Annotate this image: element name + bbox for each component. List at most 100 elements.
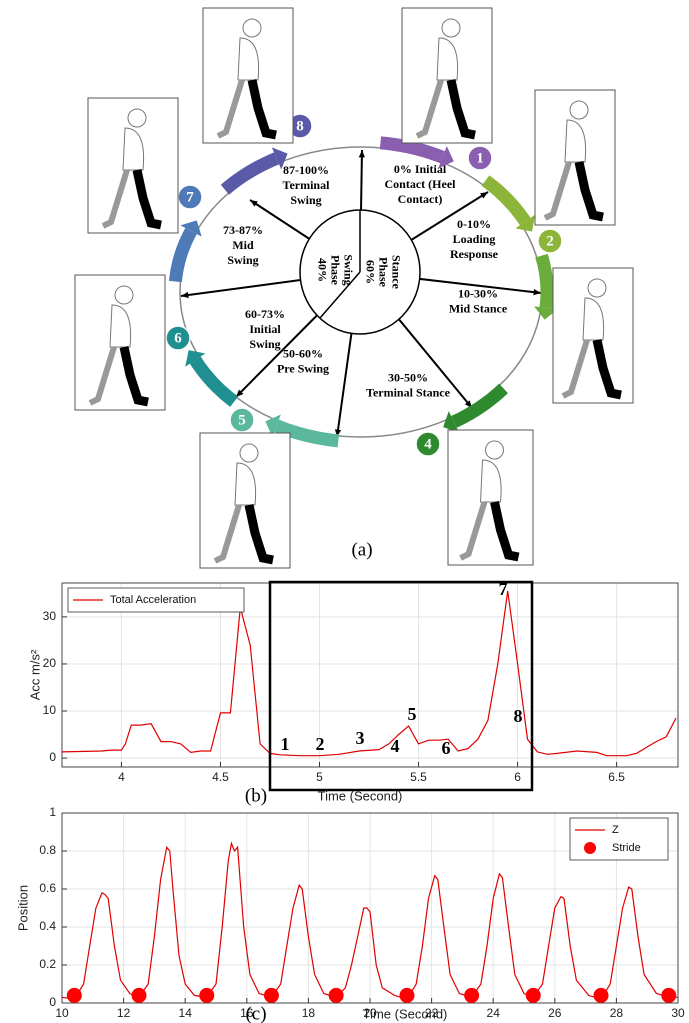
y-tick-label: 20 [43, 656, 57, 670]
phase-annotation: 7 [499, 579, 508, 599]
step-arrow [195, 360, 234, 402]
y-axis-label: Acc m/s² [27, 649, 42, 700]
walker-head [588, 279, 606, 297]
y-tick-label: 10 [43, 703, 57, 717]
phase-annotation: 5 [408, 704, 417, 724]
sector-label: Contact) [398, 192, 443, 206]
sector-label: 87-100% [283, 163, 329, 177]
step-number: 5 [238, 412, 246, 428]
legend-label: Z [612, 824, 619, 836]
figure: 0% InitialContact (HeelContact) 0-10%Load… [0, 0, 689, 1023]
legend-swatch [584, 842, 596, 854]
x-axis-label: Time (Second) [363, 1006, 448, 1021]
x-tick-label: 10 [55, 1006, 69, 1020]
stride-marker [464, 988, 479, 1003]
walker-head [486, 441, 504, 459]
stride-marker [329, 988, 344, 1003]
step-arrow [175, 231, 191, 282]
x-tick-label: 18 [302, 1006, 316, 1020]
step-number: 1 [476, 150, 484, 166]
stride-marker [67, 988, 82, 1003]
step-arrow [380, 143, 442, 157]
phase-label: Phase [376, 257, 390, 288]
y-axis-label: Position [15, 885, 30, 931]
sector-label: 73-87% [223, 223, 263, 237]
x-tick-label: 30 [671, 1006, 685, 1020]
sector-label: Terminal [283, 178, 331, 192]
walker-head [243, 19, 261, 37]
y-tick-label: 0.6 [39, 881, 56, 895]
walker-head [442, 19, 460, 37]
sector-label: Initial [249, 322, 281, 336]
sector-label: Pre Swing [277, 361, 329, 375]
phase-label: 60% [363, 260, 377, 284]
y-tick-label: 0.2 [39, 957, 56, 971]
step-number: 4 [424, 436, 432, 452]
x-tick-label: 5.5 [410, 770, 427, 784]
phase-annotation: 6 [442, 738, 451, 758]
step-number: 7 [186, 189, 194, 205]
sector-label: Terminal Stance [366, 385, 451, 399]
sector-label: Swing [227, 253, 258, 267]
step-number: 8 [296, 118, 304, 134]
sector-label: Mid [232, 238, 254, 252]
y-tick-label: 1 [49, 805, 56, 819]
stride-marker [661, 988, 676, 1003]
caption: (b) [245, 785, 267, 806]
x-tick-label: 4.5 [212, 770, 229, 784]
walker-head [128, 109, 146, 127]
sector-label: 50-60% [283, 346, 323, 360]
sector-label: 0% Initial [394, 162, 447, 176]
x-tick-label: 6.5 [608, 770, 625, 784]
sector-label: Mid Stance [449, 301, 508, 315]
phase-annotation: 1 [281, 734, 290, 754]
y-tick-label: 0 [49, 995, 56, 1009]
arrow-head [359, 150, 365, 157]
y-tick-label: 0.8 [39, 843, 56, 857]
legend-label: Stride [612, 842, 641, 854]
sector-label: 10-30% [458, 286, 498, 300]
y-tick-label: 30 [43, 609, 57, 623]
step-arrow [225, 158, 277, 189]
phase-annotation: 8 [514, 706, 523, 726]
phase-annotation: 2 [316, 734, 325, 754]
x-tick-label: 24 [487, 1006, 501, 1020]
stride-marker [399, 988, 414, 1003]
step-arrow [454, 388, 503, 421]
sector-label: 0-10% [457, 217, 491, 231]
step-arrow [485, 181, 525, 222]
x-tick-label: 14 [179, 1006, 193, 1020]
caption: (a) [351, 539, 372, 560]
phase-annotation: 3 [356, 728, 365, 748]
y-tick-label: 0 [49, 750, 56, 764]
sector-label: Loading [453, 232, 496, 246]
walker-head [240, 444, 258, 462]
x-tick-label: 6 [514, 770, 521, 784]
sector-label: Swing [290, 193, 321, 207]
walker-head [570, 101, 588, 119]
legend-label: Total Acceleration [110, 594, 196, 606]
phase-annotation: 4 [391, 736, 400, 756]
stride-marker [264, 988, 279, 1003]
x-tick-label: 4 [118, 770, 125, 784]
stride-marker [132, 988, 147, 1003]
step-number: 6 [174, 330, 182, 346]
stride-marker [526, 988, 541, 1003]
stride-marker [594, 988, 609, 1003]
stride-marker [199, 988, 214, 1003]
x-tick-label: 28 [610, 1006, 624, 1020]
step-arrow [541, 256, 547, 308]
sector-label: Contact (Heel [385, 177, 457, 191]
phase-label: 40% [315, 258, 329, 282]
x-tick-label: 12 [117, 1006, 131, 1020]
sector-label: 60-73% [245, 307, 285, 321]
walker-head [115, 286, 133, 304]
sector-label: Response [450, 247, 499, 261]
phase-label: Swing [341, 254, 355, 285]
caption: (c) [245, 1003, 266, 1023]
y-tick-label: 0.4 [39, 919, 56, 933]
x-tick-label: 5 [316, 770, 323, 784]
step-number: 2 [546, 233, 554, 249]
phase-label: Phase [328, 255, 342, 286]
sector-label: Swing [249, 337, 280, 351]
